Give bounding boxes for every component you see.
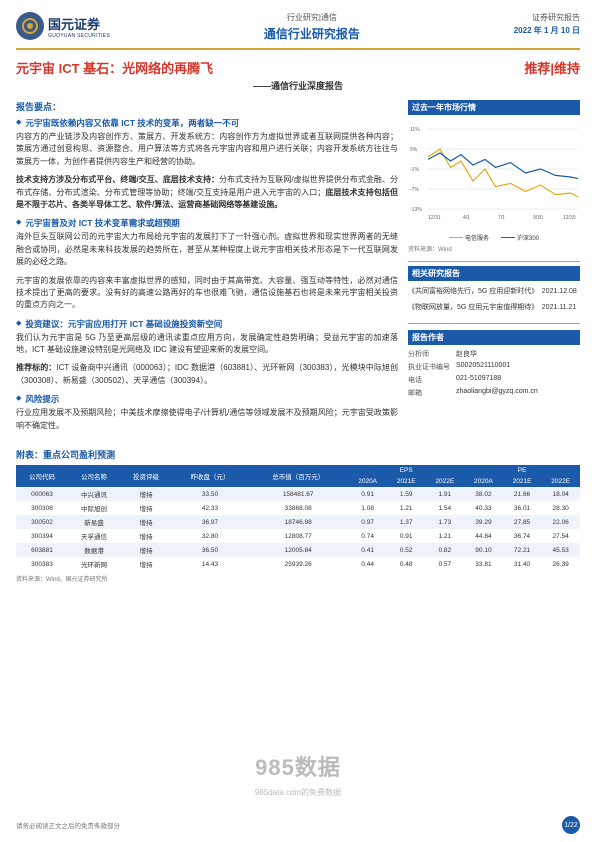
svg-text:4/1: 4/1 xyxy=(463,215,470,221)
related-header: 相关研究报告 xyxy=(408,266,580,281)
header-title: 通信行业研究报告 xyxy=(110,25,514,42)
appendix-title: 附表：重点公司盈利预测 xyxy=(16,448,580,461)
table-row: 300383光环新网增持14.4325939.260.440.480.5733.… xyxy=(16,557,580,571)
diamond-icon: ◆ xyxy=(16,118,21,129)
para-3a: 我们认为元宇宙是 5G 乃至更高层级的通讯读重点应用方向，发展确定性趋势明确；受… xyxy=(16,332,398,357)
email-label: 邮箱 xyxy=(408,388,456,398)
para-2b: 元宇宙的发展依靠的内容来丰富虚拟世界的感知，同时由于其高带宽、大容量、强互动等特… xyxy=(16,275,398,312)
footer-left: 请务必阅读正文之后的免责条款部分 xyxy=(16,820,120,830)
chart-source: 资料来源：Wind xyxy=(408,244,580,253)
table-header: 昨收盘（元） xyxy=(172,465,248,487)
cert-label: 执业证书编号 xyxy=(408,362,456,372)
related-item: 《物联网放量，5G 应用元宇宙值得期待》 2021.11.21 xyxy=(408,303,580,313)
report-date: 2022 年 1 月 10 日 xyxy=(514,25,580,36)
legend-1: 电信服务 xyxy=(465,233,489,242)
svg-text:12/30: 12/30 xyxy=(563,215,576,221)
analyst: 赵良华 xyxy=(456,349,477,359)
table-header: 公司名称 xyxy=(68,465,120,487)
watermark-sub: 985data.com的免费数据 xyxy=(255,787,341,798)
para-4: 行业应用发展不及预期风险；中美技术摩擦使得电子/计算机/通信等领域发展不及预期风… xyxy=(16,407,398,432)
report-type: 证券研究报告 xyxy=(514,12,580,23)
table-header: 公司代码 xyxy=(16,465,68,487)
svg-text:12/31: 12/31 xyxy=(428,215,441,221)
analyst-label: 分析师 xyxy=(408,349,456,359)
svg-text:-7%: -7% xyxy=(410,187,419,193)
page-header: 国元证券GUOYUAN SECURITIES 行业研究|通信 通信行业研究报告 … xyxy=(16,12,580,50)
forecast-table: 公司代码公司名称投资评级昨收盘（元）总市值（百万元）EPSPE 2020A202… xyxy=(16,465,580,571)
header-tag: 行业研究|通信 xyxy=(110,12,514,23)
para-1a: 内容方的产业链涉及内容创作方、策展方、开发系统方：内容创作方为虚拟世界或者互联网… xyxy=(16,131,398,168)
para-1b: 技术支持方涉及分布式平台、终端/交互、底层技术支持：分布式支持为互联网/虚拟世界… xyxy=(16,174,398,211)
main-title: 元宇宙 ICT 基石：光网络的再腾飞 xyxy=(16,58,213,77)
svg-text:-1%: -1% xyxy=(410,167,419,173)
bullet-2-title: 元宇宙普及对 ICT 技术变革需求或超预期 xyxy=(25,217,179,229)
sub-title: ——通信行业深度报告 xyxy=(16,79,580,92)
table-subheader: 2021E xyxy=(387,476,426,487)
diamond-icon: ◆ xyxy=(16,394,21,405)
section-label: 报告要点： xyxy=(16,100,398,113)
logo: 国元证券GUOYUAN SECURITIES xyxy=(16,12,110,40)
table-header: 投资评级 xyxy=(120,465,172,487)
logo-en: GUOYUAN SECURITIES xyxy=(48,33,110,39)
table-row: 300308中际旭创增持42.3333868.081.081.211.5440.… xyxy=(16,501,580,515)
sidebar: 过去一年市场行情 11% 5% -1% -7% -13% 12/31 4/1 7/1 9/30… xyxy=(408,100,580,438)
table-subheader: 2022E xyxy=(541,476,580,487)
diamond-icon: ◆ xyxy=(16,319,21,330)
table-row: 300502新易盛增持36.9718746.980.971.371.7339.2… xyxy=(16,515,580,529)
related-item: 《共同富裕网络先行，5G 应用迎新时代》 2021.12.08 xyxy=(408,287,580,297)
main-content: 报告要点： ◆ 元宇宙既依赖内容又依靠 ICT 技术的变革，两者缺一不可 内容方的… xyxy=(16,100,398,438)
market-header: 过去一年市场行情 xyxy=(408,100,580,115)
table-subheader: 2021E xyxy=(503,476,542,487)
para-3b: 推荐标的：ICT 设备商中兴通讯（000063）；IDC 数据港（603881）… xyxy=(16,362,398,387)
market-chart: 11% 5% -1% -7% -13% 12/31 4/1 7/1 9/30 12/30 xyxy=(408,119,580,229)
table-subheader: 2020A xyxy=(464,476,503,487)
legend-2: 沪深300 xyxy=(517,233,539,242)
table-group-header: PE xyxy=(464,465,580,476)
table-row: 603881数据港增持36.5012005.840.410.520.8290.1… xyxy=(16,543,580,557)
author-header: 报告作者 xyxy=(408,330,580,345)
table-row: 300394天孚通信增持32.8012808.770.740.911.2144.… xyxy=(16,529,580,543)
page-number: 1/22 xyxy=(562,816,580,834)
table-group-header: EPS xyxy=(348,465,464,476)
bullet-4-title: 风险提示 xyxy=(25,393,59,405)
bullet-1-title: 元宇宙既依赖内容又依靠 ICT 技术的变革，两者缺一不可 xyxy=(25,117,239,129)
svg-text:11%: 11% xyxy=(410,127,420,133)
tel: 021-51097188 xyxy=(456,375,501,385)
table-subheader: 2022E xyxy=(426,476,465,487)
svg-text:9/30: 9/30 xyxy=(533,215,543,221)
svg-text:7/1: 7/1 xyxy=(498,215,505,221)
chart-legend: 电信服务 沪深300 xyxy=(408,233,580,242)
table-subheader: 2020A xyxy=(348,476,387,487)
rating: 推荐|维持 xyxy=(524,58,580,77)
svg-text:-13%: -13% xyxy=(410,207,422,213)
tel-label: 电话 xyxy=(408,375,456,385)
email: zhaoliangbi@gyzq.com.cn xyxy=(456,388,538,398)
para-2a: 海外巨头互联网公司的元宇宙大力布局给元宇宙的发展打下了一针强心剂。虚拟世界和现实… xyxy=(16,231,398,268)
diamond-icon: ◆ xyxy=(16,218,21,229)
table-source: 资料来源：Wind，国元证券研究所 xyxy=(16,574,580,583)
cert: S0020521110001 xyxy=(456,362,510,372)
svg-text:5%: 5% xyxy=(410,147,418,153)
watermark: 985数据 xyxy=(255,750,341,782)
table-row: 000063中兴通讯增持33.50158481.670.911.591.9138… xyxy=(16,487,580,501)
table-header: 总市值（百万元） xyxy=(248,465,348,487)
bullet-3-title: 投资建议：元宇宙应用打开 ICT 基础设施投资新空间 xyxy=(25,318,222,330)
logo-cn: 国元证券 xyxy=(48,14,110,33)
footer: 请务必阅读正文之后的免责条款部分 1/22 xyxy=(16,816,580,834)
